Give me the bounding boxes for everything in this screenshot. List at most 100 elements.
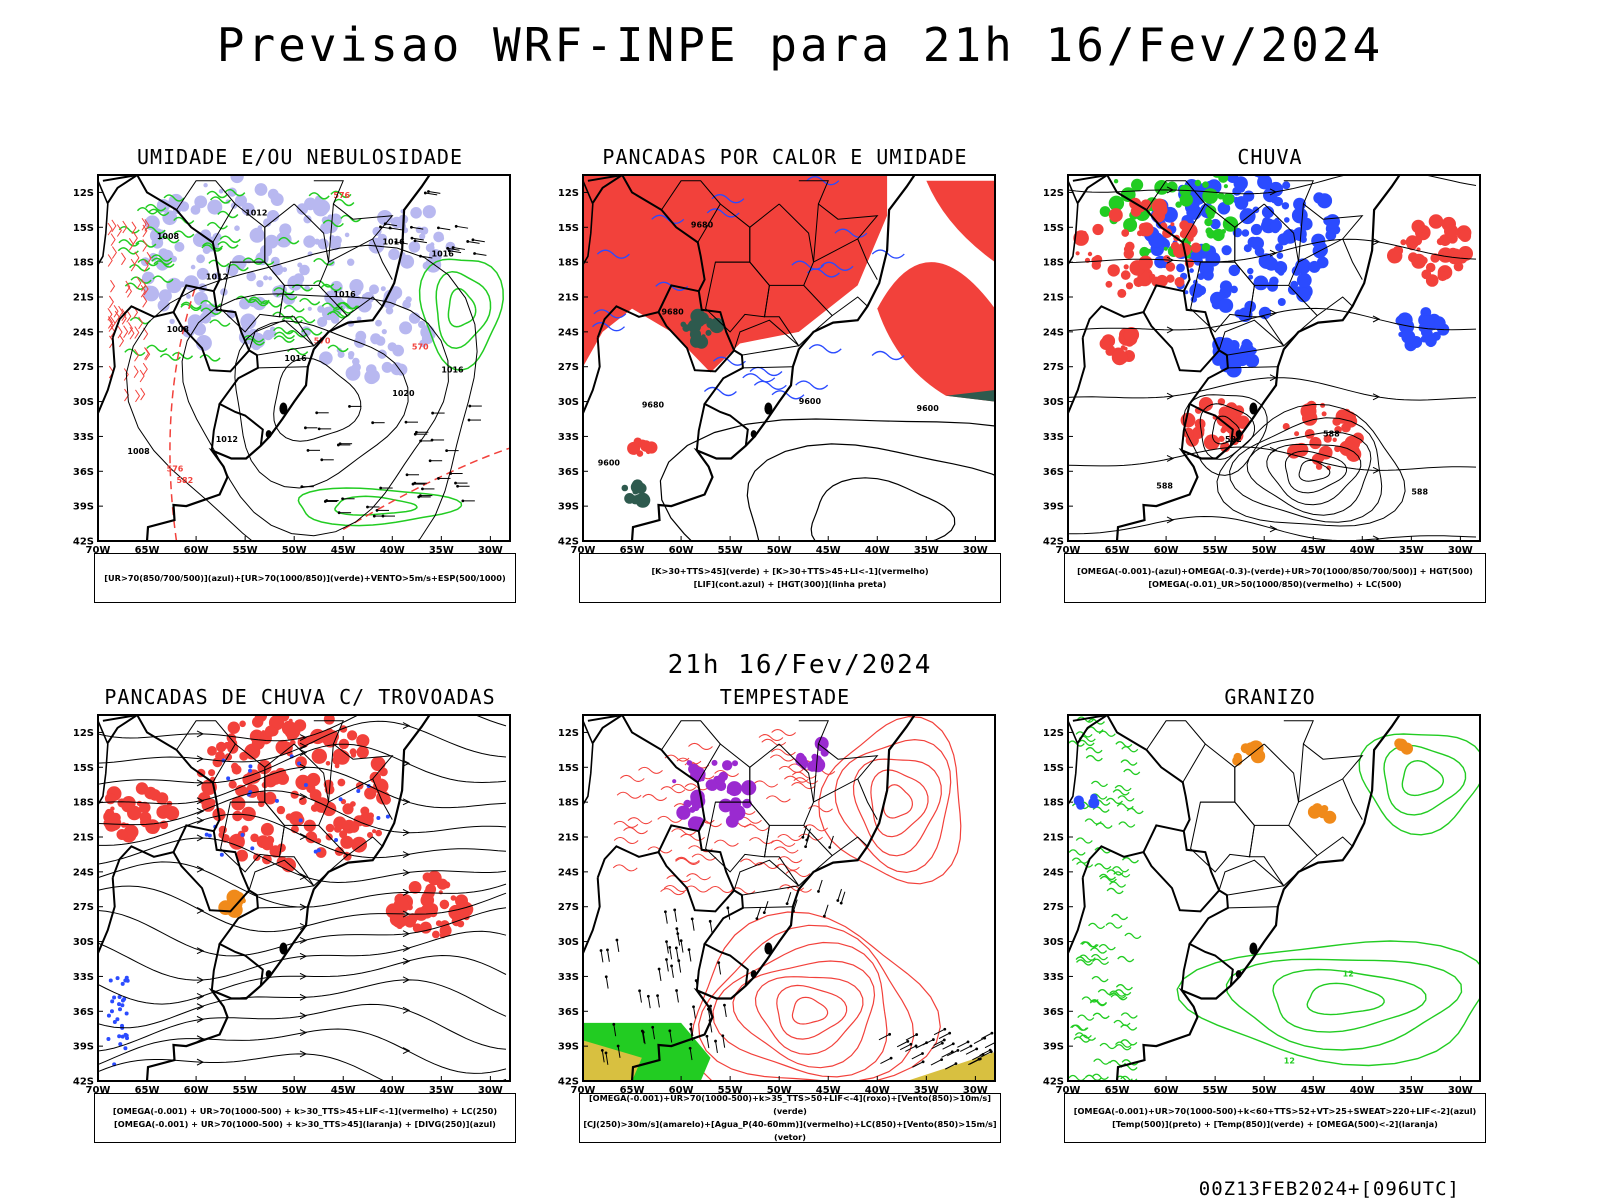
state-border [831, 296, 868, 317]
omega-area [1176, 263, 1185, 273]
water-contour [712, 941, 888, 1078]
state-border [857, 238, 878, 280]
storm-area [688, 763, 700, 775]
humidity-area [705, 329, 712, 336]
wind-vector [817, 890, 820, 893]
storm-area [232, 810, 243, 822]
wind-vector [722, 1035, 726, 1048]
storm-area [459, 902, 465, 908]
humidity-area [207, 199, 223, 215]
wind-vector [599, 949, 603, 952]
rain-area [1111, 349, 1128, 366]
storm-area [105, 808, 113, 817]
rain-area [1138, 222, 1148, 232]
legend-line: [OMEGA(-0.01)_UR>50(1000/850)(vermelho) … [1148, 579, 1402, 589]
rain-area [1087, 251, 1093, 257]
contour-label: 1016 [441, 366, 464, 375]
temp850-contour [1078, 954, 1096, 961]
storm-area [306, 772, 321, 787]
humidity-area [381, 329, 387, 335]
wind-vector [646, 994, 650, 998]
height-contour [659, 418, 995, 541]
map-content: 12 12 [1068, 715, 1480, 1081]
lif-contour [871, 350, 905, 361]
divergence-area [124, 1011, 129, 1016]
lat-tick-label: 30S [558, 397, 579, 408]
wind-vector [805, 838, 809, 842]
water-contour [664, 754, 690, 762]
state-border [1316, 836, 1353, 857]
wind-vector [449, 472, 453, 475]
wind-vector [930, 1059, 942, 1066]
storm-area [215, 751, 226, 762]
country-border [587, 175, 736, 351]
omega-area [1179, 193, 1193, 207]
storm-area [157, 806, 168, 816]
map-granizo: 12 12 12S 15S 18S 21S 24S 27S 30S 33S 36S 39S 42S70W… [1043, 714, 1481, 1096]
divergence-area [115, 976, 120, 981]
country-border [695, 403, 706, 451]
red-contour [121, 308, 127, 321]
omega-area [1237, 307, 1253, 322]
humidity-area [408, 241, 421, 253]
streamline [98, 720, 507, 764]
temp850-contour [1126, 807, 1144, 815]
temp850-contour [1123, 768, 1141, 776]
streamline [402, 976, 411, 984]
panel-pancadas-calor: PANCADAS POR CALOR E UMIDADE 9680 9680 968… [545, 145, 1025, 625]
storm-area [817, 743, 825, 752]
lon-tick-label: 60W [1154, 1085, 1179, 1096]
hail-area [1073, 795, 1084, 806]
wind-vector [366, 505, 369, 509]
lon-tick-label: 60W [184, 1085, 209, 1096]
state-border [176, 180, 236, 211]
omega-area [1189, 268, 1194, 273]
wind-vector [828, 845, 832, 849]
lat-tick-label: 18S [1043, 798, 1064, 809]
field-layer [98, 715, 507, 1081]
lat-tick-label: 12S [1043, 728, 1064, 739]
temp850-contour [1090, 780, 1109, 788]
storm-area [150, 825, 159, 834]
wind-vector [664, 910, 667, 914]
storm-area [140, 816, 151, 828]
wind-vector [968, 1058, 980, 1066]
storm-area [124, 823, 130, 828]
water-contour [771, 748, 796, 756]
humidity-area [383, 217, 390, 224]
panel-title: PANCADAS POR CALOR E UMIDADE [602, 145, 968, 169]
storm-area [110, 812, 121, 823]
green-contour [253, 257, 275, 266]
country-border [1142, 851, 1220, 913]
green-contour [333, 198, 355, 207]
temp850-contour [1358, 733, 1480, 836]
water-contour [619, 774, 645, 782]
water-contour [612, 864, 638, 872]
humidity-area [196, 254, 206, 264]
country-border [1076, 715, 1108, 744]
state-border [742, 906, 793, 909]
temp850-contour [1225, 958, 1463, 1051]
humidity-area [200, 229, 212, 241]
omega-area [1243, 244, 1252, 253]
storm-area [334, 750, 350, 765]
humidity-area [241, 202, 255, 216]
humidity-area [282, 267, 288, 273]
streamline [98, 930, 507, 981]
state-border [661, 180, 721, 211]
wind-vector [905, 1034, 917, 1041]
storm-area [290, 790, 299, 799]
wind-vector [706, 1036, 710, 1049]
contour-label: 570 [314, 336, 331, 345]
rain-area [1413, 236, 1423, 246]
streamline [196, 1003, 205, 1011]
rain-area [1218, 435, 1225, 442]
isobar [234, 320, 409, 489]
storm-area [325, 761, 331, 766]
storm-area [375, 829, 383, 837]
lon-tick-label: 50W [282, 1085, 307, 1096]
lat-tick-label: 39S [73, 1042, 94, 1053]
wind-vector [613, 1024, 617, 1037]
rain-area [1174, 277, 1185, 287]
